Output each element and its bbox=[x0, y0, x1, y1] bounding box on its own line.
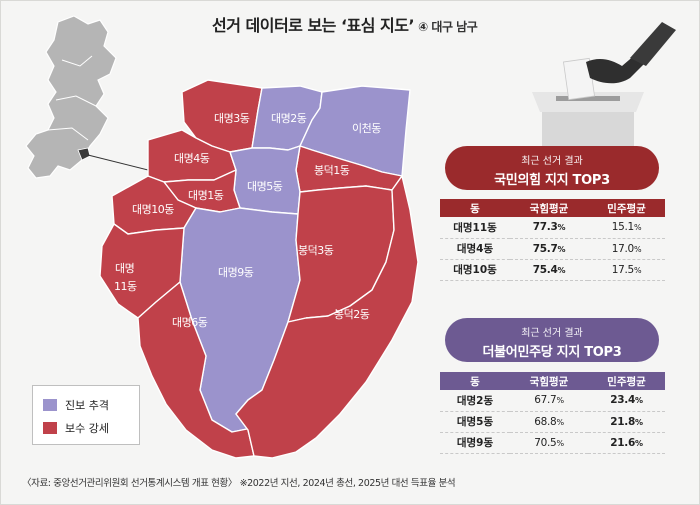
dem-col-ppp: 국힘평균 bbox=[529, 375, 569, 388]
dem-col-dong: 동 bbox=[470, 375, 480, 388]
ppp-header-big: 국민의힘 지지 TOP3 bbox=[494, 173, 610, 188]
dem-row3-ppp: 70.5% bbox=[510, 432, 588, 454]
legend-label-conservative: 보수 강세 bbox=[65, 422, 109, 435]
label-d1: 대명1동 bbox=[188, 189, 224, 202]
ppp-table: 동 국힘평균 민주평균 대명11동 77.3% 15.1% 대명4동 75.7%… bbox=[440, 199, 665, 281]
label-d10: 대명10동 bbox=[132, 203, 174, 216]
ppp-header-small: 최근 선거 결과 bbox=[521, 156, 583, 167]
dem-header-small: 최근 선거 결과 bbox=[521, 328, 583, 339]
legend-row-conservative: 보수 강세 bbox=[43, 420, 109, 436]
dem-row1-dem: 23.4% bbox=[588, 390, 665, 412]
ppp-row2-name: 대명4동 bbox=[440, 238, 510, 260]
table-row: 대명2동 67.7% 23.4% bbox=[440, 390, 665, 412]
table-row: 대명11동 77.3% 15.1% bbox=[440, 217, 665, 239]
title-text: 선거 데이터로 보는 ‘표심 지도’ bbox=[212, 16, 415, 35]
dem-table: 동 국힘평균 민주평균 대명2동 67.7% 23.4% 대명5동 68.8% … bbox=[440, 372, 665, 454]
page-title: 선거 데이터로 보는 ‘표심 지도’ ④ 대구 남구 bbox=[212, 12, 478, 36]
districts bbox=[99, 79, 419, 459]
district-labels: 대명3동 대명2동 이천동 대명4동 봉덕1동 대명5동 대명1동 대명10동 … bbox=[114, 112, 382, 329]
dem-row3-name: 대명9동 bbox=[440, 432, 510, 454]
ppp-panel-header: 최근 선거 결과 국민의힘 지지 TOP3 bbox=[445, 146, 659, 190]
dem-row1-ppp: 67.7% bbox=[510, 390, 588, 412]
table-row: 대명5동 68.8% 21.8% bbox=[440, 411, 665, 433]
label-d2: 대명2동 bbox=[271, 112, 307, 125]
label-d3: 대명3동 bbox=[214, 112, 250, 125]
ppp-col-dem: 민주평균 bbox=[607, 202, 646, 215]
ppp-row2-dem: 17.0% bbox=[588, 238, 665, 260]
label-d4: 대명4동 bbox=[174, 152, 210, 165]
ppp-row1-name: 대명11동 bbox=[440, 217, 510, 239]
ppp-row1-ppp: 77.3% bbox=[510, 217, 588, 239]
ppp-col-dong: 동 bbox=[470, 202, 480, 215]
label-bongdeok2: 봉덕2동 bbox=[334, 308, 370, 321]
ppp-row1-dem: 15.1% bbox=[588, 217, 665, 239]
ballot-box-illustration bbox=[532, 22, 676, 158]
table-row: 대명9동 70.5% 21.6% bbox=[440, 432, 665, 454]
title-subtitle: ④ 대구 남구 bbox=[418, 20, 478, 34]
ppp-table-header-row: 동 국힘평균 민주평균 bbox=[440, 199, 665, 217]
ppp-row3-dem: 17.5% bbox=[588, 259, 665, 281]
sleeve-shape bbox=[630, 22, 676, 66]
label-d5: 대명5동 bbox=[247, 180, 283, 193]
label-d11-line2: 11동 bbox=[114, 280, 137, 293]
dem-col-dem: 민주평균 bbox=[607, 375, 646, 388]
ballot-slot bbox=[556, 96, 620, 101]
map-legend: 진보 추격 보수 강세 bbox=[32, 385, 140, 445]
label-bongdeok3: 봉덕3동 bbox=[298, 244, 334, 257]
ppp-row3-name: 대명10동 bbox=[440, 259, 510, 281]
legend-swatch-conservative bbox=[43, 422, 57, 434]
legend-swatch-progressive bbox=[43, 399, 57, 411]
inset-borders bbox=[47, 55, 97, 141]
label-bongdeok1: 봉덕1동 bbox=[314, 164, 350, 177]
source-note: 〈자료: 중앙선거관리위원회 선거통계시스템 개표 현황〉 ※2022년 지선,… bbox=[22, 478, 456, 489]
dem-row3-dem: 21.6% bbox=[588, 432, 665, 454]
table-row: 대명10동 75.4% 17.5% bbox=[440, 259, 665, 281]
legend-row-progressive: 진보 추격 bbox=[43, 397, 109, 413]
ppp-row3-ppp: 75.4% bbox=[510, 259, 588, 281]
dem-header-big: 더불어민주당 지지 TOP3 bbox=[482, 345, 622, 360]
label-icheon: 이천동 bbox=[352, 121, 381, 135]
table-row: 대명4동 75.7% 17.0% bbox=[440, 238, 665, 260]
hand-icon bbox=[586, 54, 646, 84]
dem-row1-name: 대명2동 bbox=[440, 390, 510, 412]
dem-row2-ppp: 68.8% bbox=[510, 411, 588, 433]
dem-row2-name: 대명5동 bbox=[440, 411, 510, 433]
dem-table-header-row: 동 국힘평균 민주평균 bbox=[440, 372, 665, 390]
district-bongdeok2-shape bbox=[235, 175, 419, 459]
legend-label-progressive: 진보 추격 bbox=[65, 399, 109, 412]
ppp-row2-ppp: 75.7% bbox=[510, 238, 588, 260]
ppp-col-ppp: 국힘평균 bbox=[529, 202, 569, 215]
dem-panel-header: 최근 선거 결과 더불어민주당 지지 TOP3 bbox=[445, 318, 659, 362]
label-d9: 대명9동 bbox=[218, 266, 254, 279]
label-d11-line1: 대명 bbox=[115, 262, 134, 275]
label-d6: 대명6동 bbox=[172, 316, 208, 329]
inset-map-daegu bbox=[25, 15, 117, 179]
dem-row2-dem: 21.8% bbox=[588, 411, 665, 433]
